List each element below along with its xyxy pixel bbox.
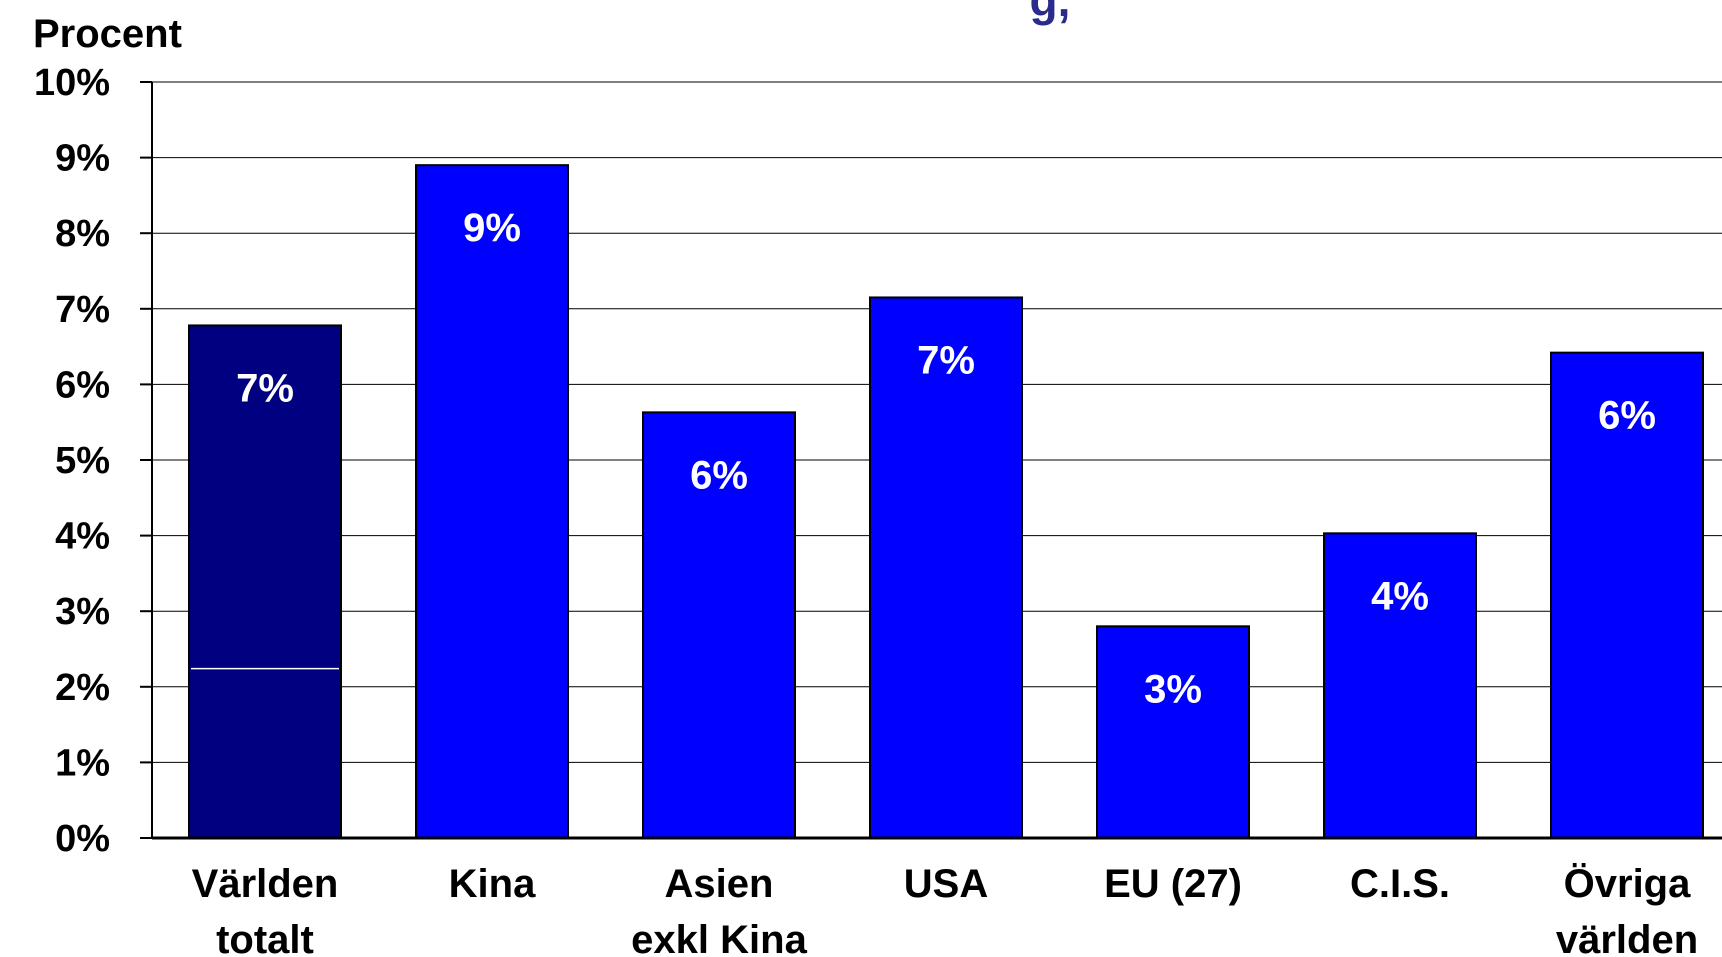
x-category-label: totalt bbox=[216, 918, 314, 957]
y-tick-label: 9% bbox=[55, 138, 110, 180]
x-category-label: USA bbox=[904, 862, 988, 906]
y-tick-label: 10% bbox=[34, 62, 110, 104]
bar-data-label: 6% bbox=[1598, 394, 1656, 438]
bar bbox=[415, 164, 569, 840]
y-tick-label: 2% bbox=[55, 667, 110, 709]
y-tick-label: 8% bbox=[55, 213, 110, 255]
axes bbox=[140, 81, 1722, 840]
bar bbox=[1550, 351, 1704, 839]
bar bbox=[642, 411, 796, 839]
bar-data-label: 4% bbox=[1371, 574, 1429, 618]
bar bbox=[188, 324, 342, 839]
bar bbox=[1323, 532, 1477, 839]
y-tick-label: 3% bbox=[55, 591, 110, 633]
bar-data-label: 7% bbox=[917, 338, 975, 382]
bar-data-label: 3% bbox=[1144, 667, 1202, 711]
y-tick-label: 1% bbox=[55, 742, 110, 784]
x-category-label: Övriga bbox=[1564, 861, 1691, 906]
x-category-label: EU (27) bbox=[1104, 862, 1242, 906]
y-tick-label: 7% bbox=[55, 289, 110, 331]
y-tick-label: 5% bbox=[55, 440, 110, 482]
y-axis-label: Procent bbox=[33, 12, 182, 56]
x-category-label: Asien bbox=[665, 862, 774, 906]
chart-title: g, bbox=[1030, 0, 1071, 26]
bar-data-label: 6% bbox=[690, 453, 748, 497]
x-category-label: Kina bbox=[449, 862, 536, 906]
bar-data-label: 7% bbox=[236, 366, 294, 410]
x-category-label: exkl Kina bbox=[631, 918, 807, 957]
y-tick-label: 0% bbox=[55, 818, 110, 860]
x-category-label: Världen bbox=[192, 862, 339, 906]
y-axis-ticks: 0% 1% 2% 3% 4% 5% 6% 7% 8% 9% 10% bbox=[34, 62, 110, 860]
x-category-label: världen bbox=[1556, 918, 1698, 957]
y-tick-label: 4% bbox=[55, 516, 110, 558]
x-category-label: C.I.S. bbox=[1350, 862, 1450, 906]
bars bbox=[188, 164, 1704, 840]
bar-labels: 7% 9% 6% 7% 3% 4% 6% bbox=[236, 206, 1656, 711]
bar bbox=[1096, 625, 1250, 839]
x-axis-categories: Världen totalt Kina Asien exkl Kina USA EU (27… bbox=[192, 861, 1699, 957]
bar-data-label: 9% bbox=[463, 206, 521, 250]
y-tick-label: 6% bbox=[55, 364, 110, 406]
